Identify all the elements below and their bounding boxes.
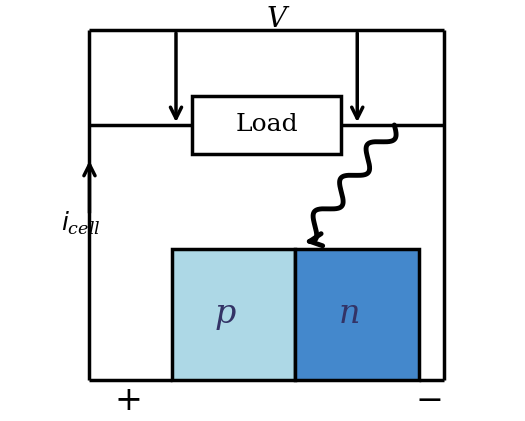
Bar	[296, 248, 419, 381]
Text: n: n	[338, 298, 360, 330]
Bar	[193, 96, 341, 154]
Text: V: V	[267, 6, 287, 33]
Bar	[172, 248, 296, 381]
Text: $i_{\mathregular{cell}}$: $i_{\mathregular{cell}}$	[61, 210, 100, 237]
Text: Load: Load	[235, 114, 298, 136]
Text: p: p	[215, 298, 236, 330]
Text: +: +	[114, 385, 143, 417]
Text: −: −	[415, 385, 443, 417]
